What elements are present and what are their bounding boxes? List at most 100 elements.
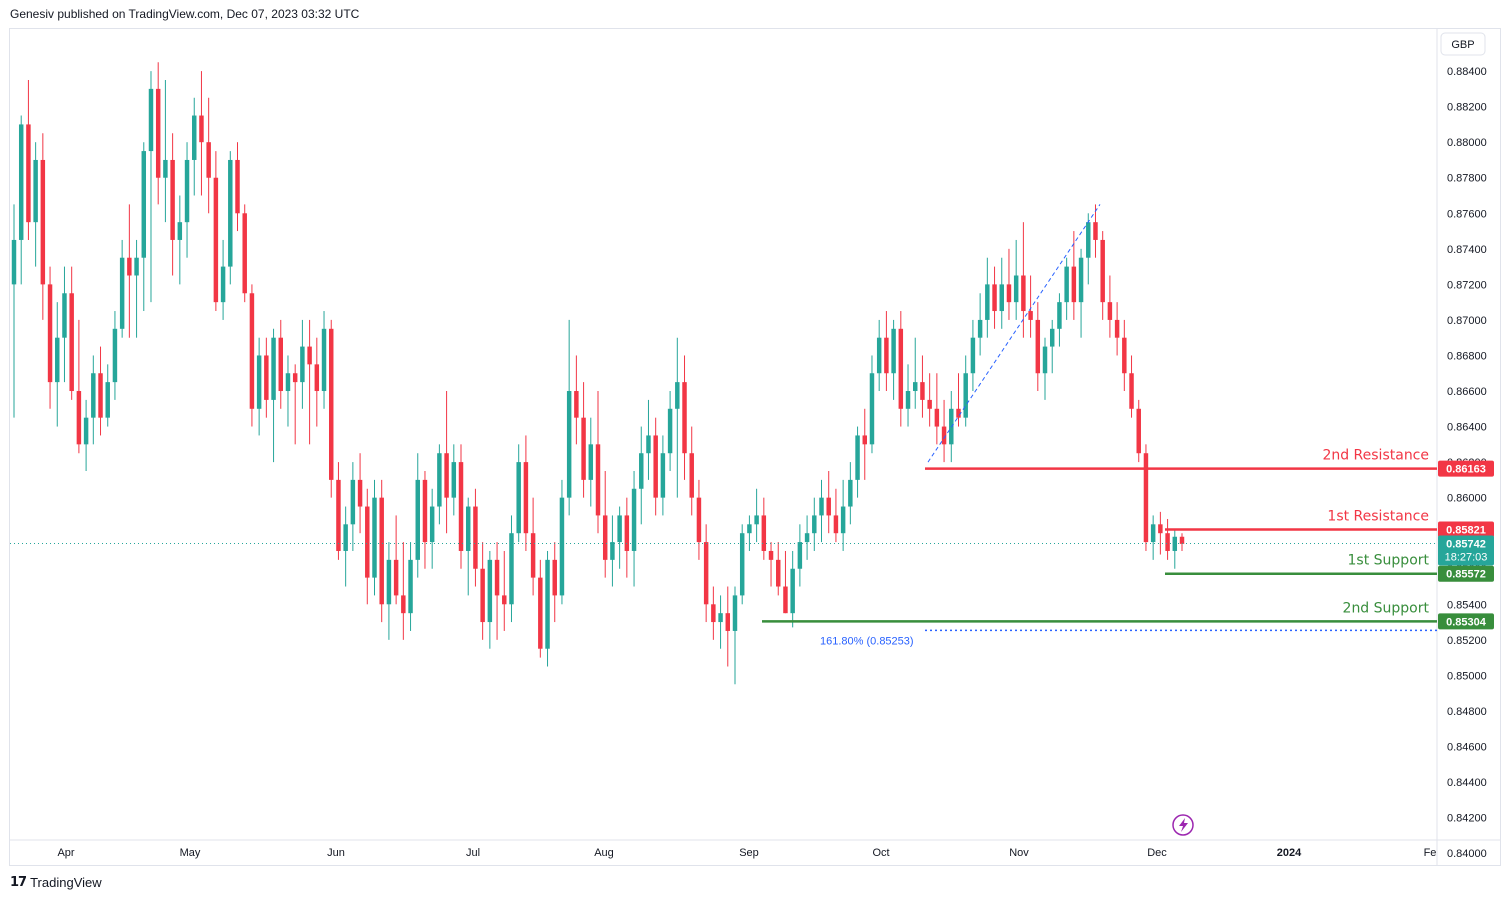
candle-body <box>213 177 219 303</box>
candle-body <box>776 559 781 587</box>
candle-body <box>83 417 89 445</box>
candle-body <box>934 408 940 427</box>
candle-body <box>321 328 327 392</box>
chart-frame <box>9 28 1501 866</box>
candle-body <box>545 559 550 649</box>
candle-body <box>134 257 139 276</box>
footer-brand[interactable]: TradingView <box>30 875 102 890</box>
candle-body <box>11 239 17 285</box>
y-tick-label: 0.84400 <box>1447 777 1487 789</box>
candle-body <box>963 373 968 418</box>
x-tick-label: Nov <box>1009 847 1029 859</box>
candle-body <box>69 293 74 392</box>
y-tick-label: 0.88400 <box>1447 66 1487 78</box>
candle-body <box>819 497 824 516</box>
candle-body <box>228 159 233 267</box>
candle-body <box>826 497 831 516</box>
fib-level-label: 161.80% (0.85253) <box>820 635 914 647</box>
candle-body <box>141 151 147 258</box>
candle-body <box>797 542 803 569</box>
candle-body <box>444 453 449 498</box>
footer: 17 TradingView <box>10 875 102 890</box>
candle-body <box>725 613 731 631</box>
candle-body <box>566 391 572 498</box>
candle-body <box>516 462 521 534</box>
level-price-tag <box>1438 613 1494 630</box>
candle-body <box>1028 311 1033 320</box>
candle-body <box>667 408 673 454</box>
tradingview-logo-icon: 17 <box>10 875 27 890</box>
candle-body <box>242 213 247 294</box>
y-tick-label: 0.87600 <box>1447 208 1487 220</box>
candle-body <box>1049 328 1055 347</box>
candle-body <box>235 159 240 214</box>
candle-body <box>639 453 644 489</box>
candle-body <box>675 382 680 409</box>
candlestick-series <box>11 62 1185 685</box>
x-tick-label: Dec <box>1147 847 1167 859</box>
x-tick-label: Jun <box>327 847 345 859</box>
level-price-value: 0.85304 <box>1446 616 1487 628</box>
level-price-value: 0.85821 <box>1446 524 1486 536</box>
y-tick-label: 0.88000 <box>1447 137 1487 149</box>
candle-body <box>1078 257 1084 303</box>
candle-body <box>927 399 932 409</box>
candle-body <box>256 355 262 409</box>
y-tick-label: 0.85200 <box>1447 635 1487 647</box>
lightning-icon[interactable] <box>1172 814 1194 836</box>
y-tick-label: 0.87200 <box>1447 279 1487 291</box>
candle-body <box>1013 275 1019 303</box>
candle-body <box>754 515 759 525</box>
candle-body <box>653 435 658 498</box>
candle-body <box>768 550 774 560</box>
candle-body <box>696 497 702 543</box>
candle-body <box>119 257 125 329</box>
candle-body <box>40 159 46 285</box>
price-tags: 0.86163 0.85821 0.85572 0.85304 0.8574218:27… <box>1438 460 1494 630</box>
x-tick-label: 2024 <box>1277 847 1302 859</box>
candle-body <box>148 88 154 152</box>
bar-countdown: 18:27:03 <box>1445 552 1488 564</box>
candle-body <box>595 444 601 516</box>
candle-body <box>328 328 334 480</box>
candle-body <box>408 559 413 614</box>
level-price-tag <box>1438 460 1494 477</box>
y-tick-label: 0.87400 <box>1447 244 1487 256</box>
candle-body <box>112 328 118 383</box>
candle-body <box>538 577 543 649</box>
candle-body <box>783 586 788 614</box>
candle-body <box>1057 302 1062 329</box>
candle-body <box>494 559 500 596</box>
candle-body <box>602 515 608 560</box>
candle-body <box>76 391 82 445</box>
candle-body <box>1021 275 1026 312</box>
candle-body <box>812 515 817 534</box>
x-tick-label: Sep <box>739 847 759 859</box>
candle-body <box>307 346 312 365</box>
y-tick-label: 0.84800 <box>1447 706 1487 718</box>
candle-body <box>848 479 853 507</box>
candle-body <box>523 462 529 534</box>
candle-body <box>26 124 31 223</box>
currency-badge[interactable] <box>1440 32 1486 56</box>
candle-body <box>905 391 911 409</box>
y-tick-label: 0.86000 <box>1447 493 1487 505</box>
candle-body <box>343 524 348 551</box>
candle-body <box>357 479 363 507</box>
candle-body <box>574 391 579 418</box>
candle-body <box>429 506 435 543</box>
candle-body <box>552 559 557 596</box>
candle-body <box>365 506 370 578</box>
level-price-tag <box>1438 521 1494 538</box>
candle-body <box>891 328 896 374</box>
level-label: 1st Resistance <box>1327 508 1429 524</box>
candle-body <box>624 515 630 551</box>
candle-body <box>790 568 795 614</box>
candle-body <box>876 337 882 374</box>
level-label: 1st Support <box>1348 553 1430 569</box>
candle-body <box>422 479 428 543</box>
y-tick-label: 0.87000 <box>1447 315 1487 327</box>
candle-body <box>1100 239 1105 303</box>
candle-body <box>18 124 24 240</box>
